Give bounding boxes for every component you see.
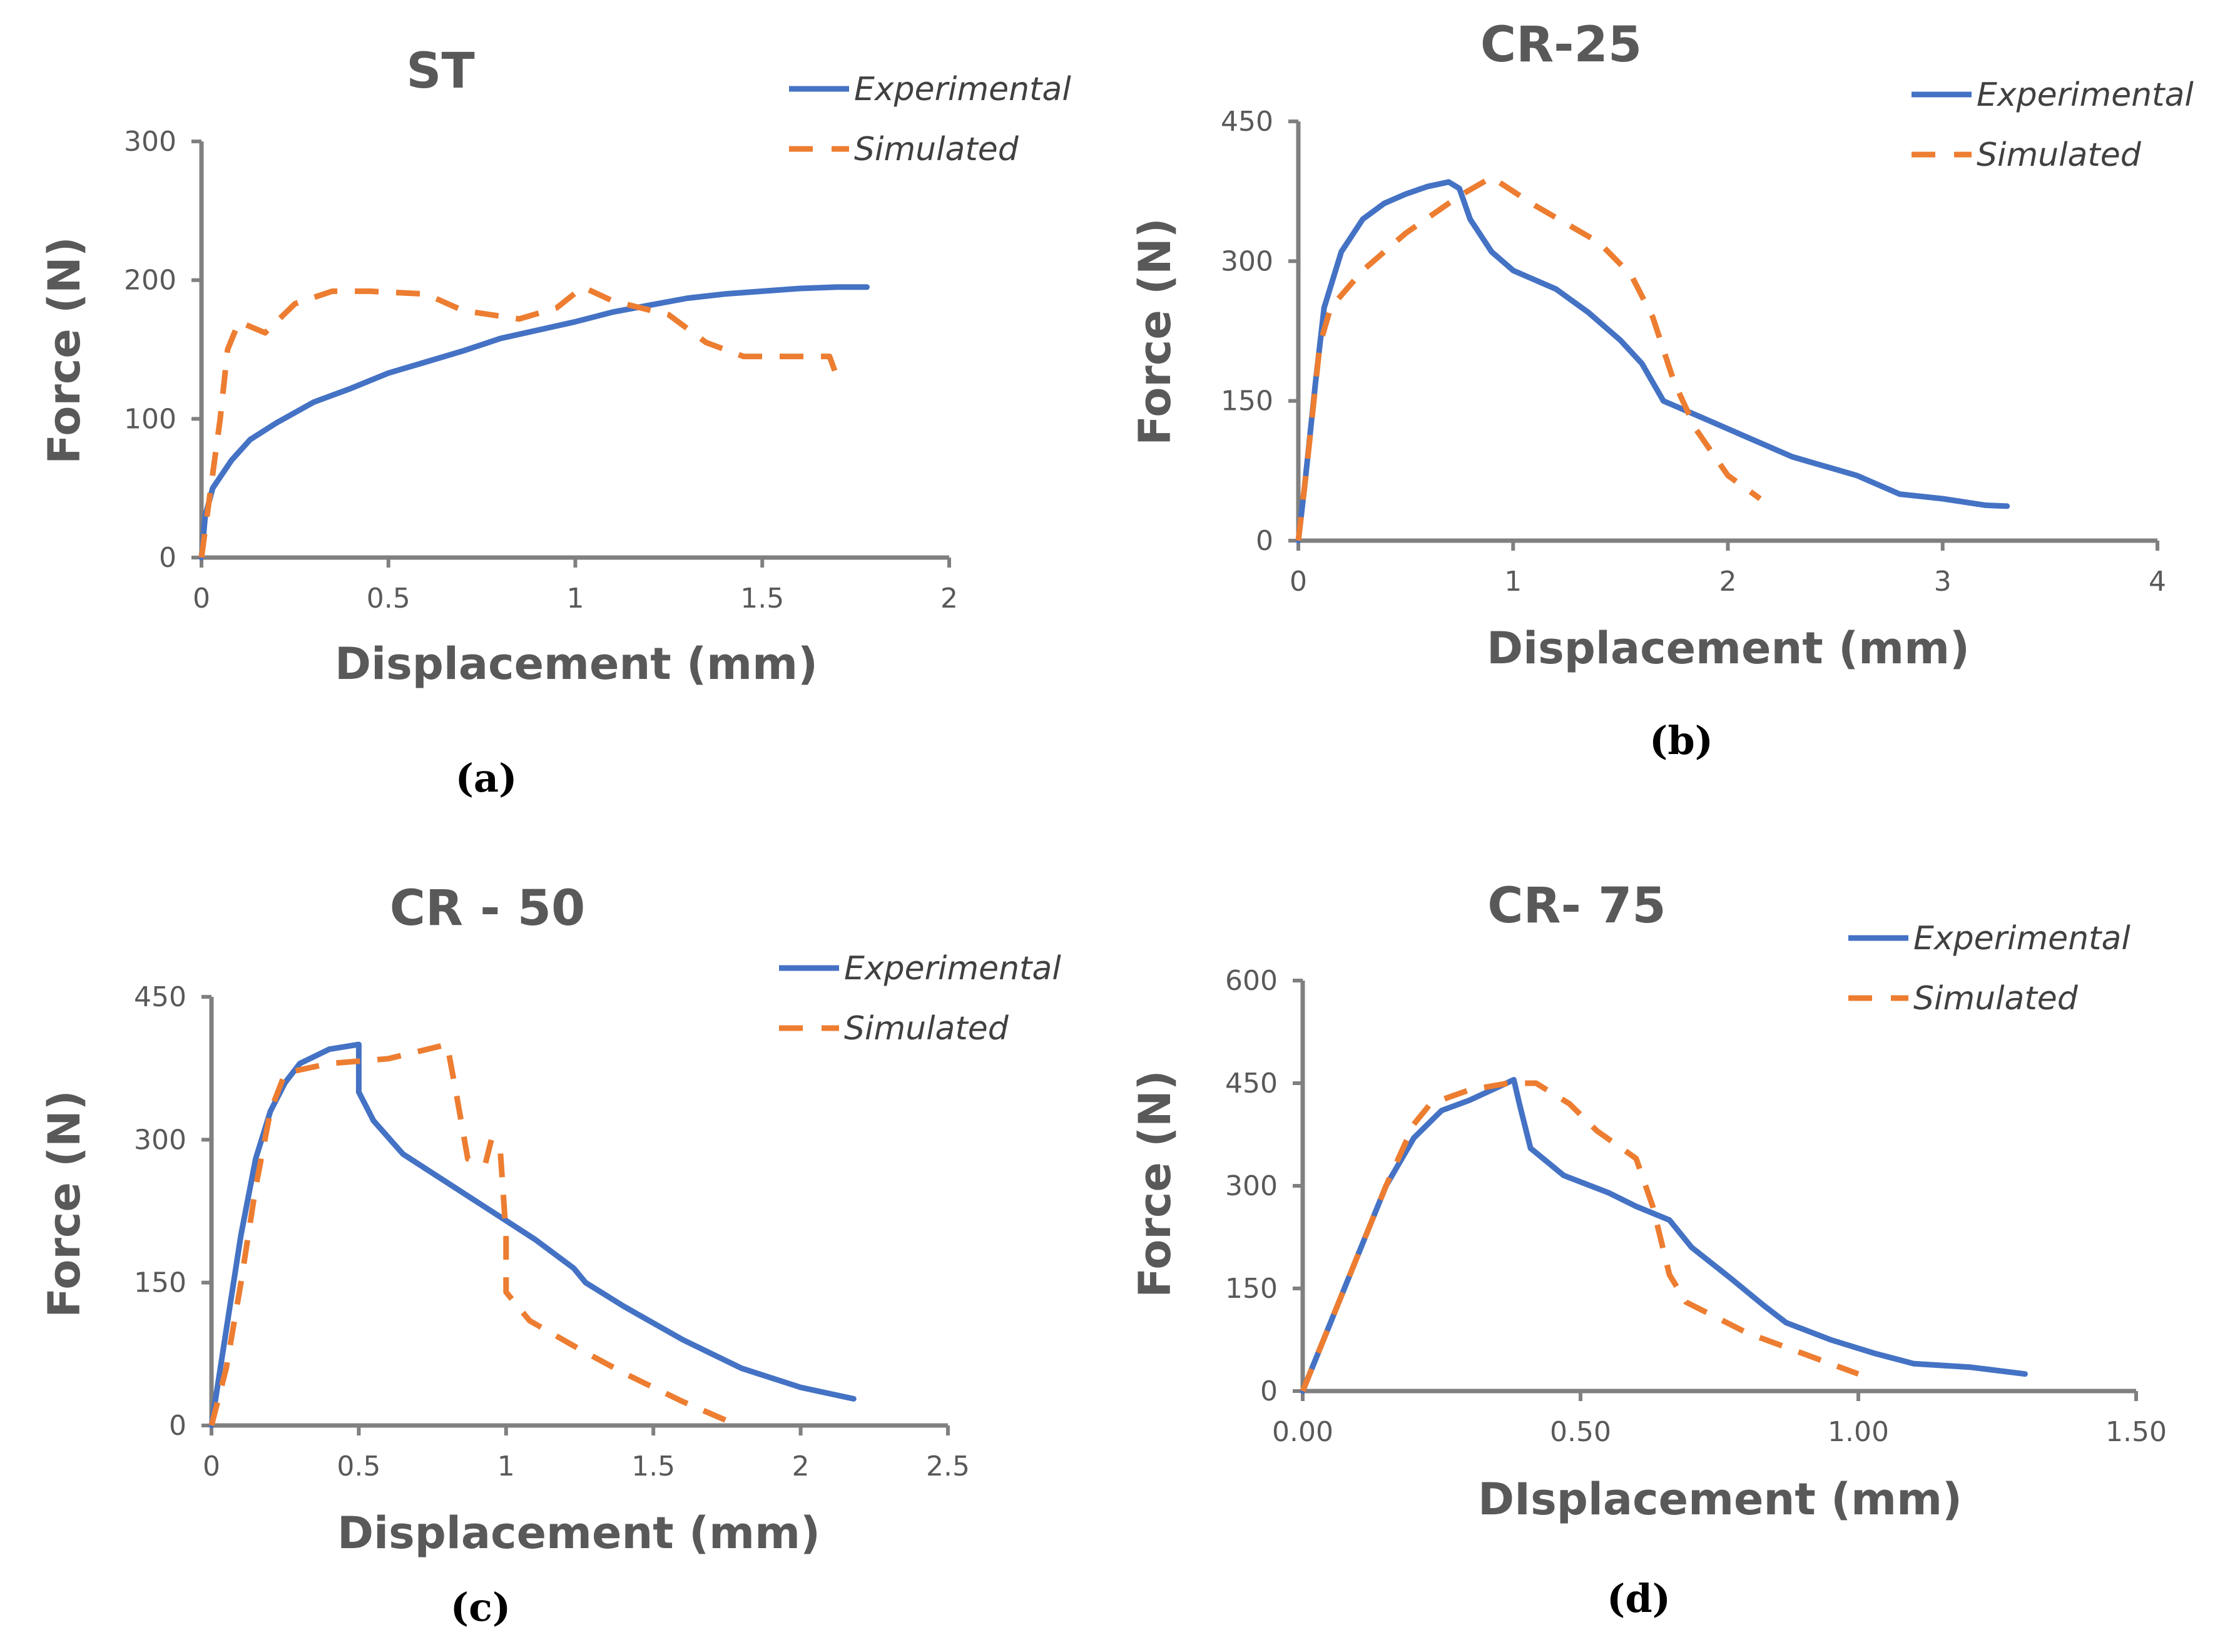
- chart-panel-c: 0 0.5 1 1.5 2 2.5 0 150 300 450 Experimental Simula…: [39, 880, 1061, 1630]
- x-tick-label: 1.5: [631, 1451, 675, 1482]
- y-axis-label: Force (N): [39, 237, 90, 464]
- legend-label: Simulated: [844, 1010, 1009, 1048]
- x-tick-label: 1: [1504, 566, 1522, 598]
- x-tick-label: 0: [203, 1451, 220, 1482]
- y-tick-label: 0: [159, 542, 176, 574]
- y-tick-label: 0: [169, 1410, 186, 1442]
- series-line-experimental: [198, 284, 870, 561]
- chart-title: CR - 50: [390, 880, 586, 937]
- x-tick-label: 0: [1290, 566, 1307, 598]
- y-tick-label: 0: [1260, 1375, 1278, 1407]
- legend-label: Simulated: [1913, 980, 2079, 1017]
- legend-label: Experimental: [1977, 76, 2194, 114]
- x-tick-label: 3: [1934, 566, 1952, 598]
- y-tick-label: 450: [1225, 1068, 1278, 1099]
- y-tick-label: 100: [124, 403, 176, 435]
- y-tick-label: 300: [1221, 245, 1273, 277]
- x-axis-label: DIsplacement (mm): [1478, 1474, 1962, 1525]
- x-tick-label: 2.5: [926, 1451, 970, 1482]
- x-axis-label: Displacement (mm): [1487, 623, 1970, 674]
- legend-label: Simulated: [1977, 136, 2142, 174]
- legend-label: Experimental: [1913, 920, 2131, 957]
- x-axis-label: Displacement (mm): [335, 638, 818, 690]
- x-tick-label: 0.5: [367, 583, 410, 614]
- series-line-experimental: [1300, 1077, 2028, 1394]
- x-tick-label: 2: [940, 583, 958, 614]
- y-tick-label: 300: [124, 126, 176, 158]
- y-tick-label: 0: [1256, 525, 1273, 557]
- series-line-simulated: [1300, 1080, 1860, 1392]
- series-line-simulated: [198, 284, 840, 558]
- x-tick-label: 2: [792, 1451, 810, 1482]
- legend-label: Simulated: [854, 131, 1019, 168]
- series-line-simulated: [1295, 174, 1762, 541]
- panel-label: (d): [1607, 1576, 1671, 1621]
- panel-label: (c): [451, 1584, 511, 1630]
- x-tick-label: 1: [497, 1451, 515, 1482]
- y-tick-label: 150: [1225, 1273, 1278, 1305]
- x-tick-label: 2: [1719, 566, 1737, 598]
- x-axis-label: Displacement (mm): [337, 1507, 820, 1559]
- y-tick-label: 300: [134, 1124, 186, 1156]
- y-axis-label: Force (N): [39, 1090, 90, 1318]
- x-tick-label: 0: [193, 583, 210, 614]
- x-tick-label: 1.00: [1828, 1416, 1889, 1448]
- y-tick-label: 150: [134, 1267, 186, 1299]
- x-tick-label: 1.50: [2105, 1416, 2167, 1448]
- chart-title: ST: [406, 43, 474, 99]
- y-tick-label: 300: [1225, 1170, 1278, 1202]
- x-tick-label: 1.5: [740, 583, 784, 614]
- y-tick-label: 450: [134, 981, 186, 1013]
- panel-label: (a): [456, 755, 517, 801]
- x-tick-label: 4: [2149, 566, 2166, 598]
- x-tick-label: 1: [567, 583, 584, 614]
- series-line-simulated: [208, 1041, 728, 1427]
- y-tick-label: 600: [1225, 965, 1278, 997]
- y-axis-label: Force (N): [1129, 218, 1181, 446]
- y-tick-label: 200: [124, 265, 176, 297]
- chart-title: CR- 75: [1487, 878, 1666, 934]
- x-tick-label: 0.5: [337, 1451, 380, 1482]
- y-axis-label: Force (N): [1129, 1070, 1181, 1298]
- chart-panel-a: 0 0.5 1 1.5 2 0 100 200 300 Experimental Simulated…: [39, 43, 1071, 801]
- legend-label: Experimental: [854, 71, 1071, 108]
- chart-panel-b: 0 1 2 3 4 0 150 300 450 Experimental Simulated CR-2…: [1129, 17, 2194, 763]
- x-tick-label: 0.00: [1272, 1416, 1333, 1448]
- series-line-experimental: [208, 1041, 857, 1429]
- y-tick-label: 150: [1221, 385, 1273, 417]
- chart-title: CR-25: [1480, 17, 1642, 73]
- chart-panel-d: 0.00 0.50 1.00 1.50 0 150 300 450 600 Experimenta…: [1129, 878, 2167, 1621]
- panel-label: (b): [1649, 718, 1713, 763]
- x-tick-label: 0.50: [1550, 1416, 1611, 1448]
- y-tick-label: 450: [1221, 106, 1273, 138]
- series-line-experimental: [1295, 179, 2010, 544]
- legend-label: Experimental: [844, 950, 1061, 987]
